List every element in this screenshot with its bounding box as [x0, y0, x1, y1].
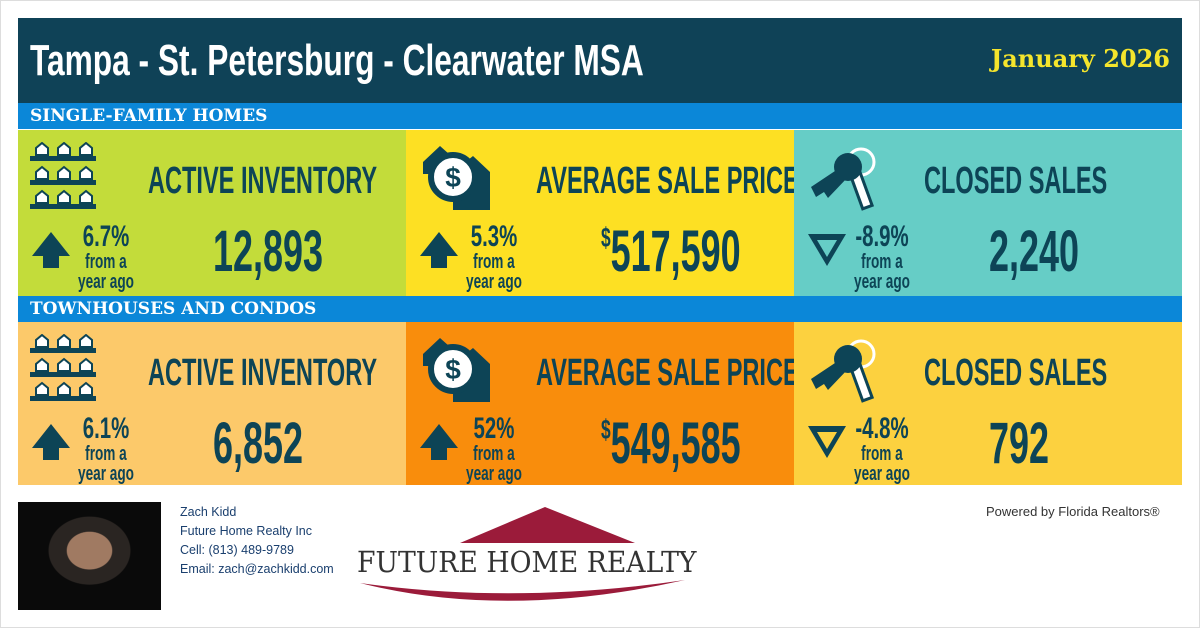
- change-percent: 6.7%: [82, 220, 130, 253]
- metric-card-active-inventory: ACTIVE INVENTORY 6.7% from a year ago 12,893: [18, 130, 406, 296]
- change-suffix: from a: [85, 443, 127, 465]
- metric-value: $517,590: [601, 218, 741, 285]
- metric-card-closed-sales: CLOSED SALES -8.9% from a year ago 2,240: [794, 130, 1182, 296]
- change-suffix: year ago: [854, 463, 910, 485]
- metric-value: 792: [989, 410, 1049, 477]
- arrow-up-icon: [418, 230, 460, 275]
- metric-value: 6,852: [213, 410, 303, 477]
- change-suffix: year ago: [854, 271, 910, 293]
- keys-icon: [806, 142, 881, 222]
- change-block: 52% from a year ago: [466, 412, 522, 485]
- arrow-up-icon: [30, 230, 72, 275]
- metric-value: 12,893: [213, 218, 323, 285]
- metric-number: 517,590: [610, 219, 741, 284]
- change-percent: -4.8%: [855, 412, 909, 445]
- metric-number: 2,240: [989, 219, 1079, 284]
- metric-number: 6,852: [213, 411, 303, 476]
- change-suffix: year ago: [466, 271, 522, 293]
- metric-number: 12,893: [213, 219, 323, 284]
- metric-number: 792: [989, 411, 1050, 476]
- section-bar-townhouses: TOWNHOUSES AND CONDOS: [18, 296, 1182, 322]
- agent-cell: Cell: (813) 489-9789: [180, 543, 294, 557]
- metric-value: $549,585: [601, 410, 741, 477]
- keys-icon: [806, 334, 881, 414]
- metric-card-average-sale-price: $ AVERAGE SALE PRICE 5.3% from a year ago $51…: [406, 130, 799, 296]
- change-suffix: year ago: [78, 463, 134, 485]
- change-block: -8.9% from a year ago: [854, 220, 910, 293]
- svg-text:$: $: [445, 354, 461, 385]
- logo-roof-icon: [360, 507, 685, 601]
- metric-label: CLOSED SALES: [924, 352, 1108, 394]
- change-block: 6.7% from a year ago: [78, 220, 134, 293]
- change-block: -4.8% from a year ago: [854, 412, 910, 485]
- agent-name: Zach Kidd: [180, 505, 237, 519]
- agent-company: Future Home Realty Inc: [180, 524, 312, 538]
- metric-label: ACTIVE INVENTORY: [148, 160, 378, 202]
- metric-value: 2,240: [989, 218, 1079, 285]
- arrow-up-icon: [30, 422, 72, 467]
- change-percent: -8.9%: [855, 220, 909, 253]
- metric-label: AVERAGE SALE PRICE: [536, 160, 799, 202]
- metric-card-active-inventory: ACTIVE INVENTORY 6.1% from a year ago 6,852: [18, 322, 406, 485]
- change-suffix: year ago: [466, 463, 522, 485]
- house-dollar-icon: $: [418, 142, 493, 217]
- metric-number: 549,585: [610, 411, 741, 476]
- metric-label: ACTIVE INVENTORY: [148, 352, 378, 394]
- metric-label: CLOSED SALES: [924, 160, 1108, 202]
- change-suffix: year ago: [78, 271, 134, 293]
- change-percent: 6.1%: [82, 412, 130, 445]
- arrow-up-icon: [418, 422, 460, 467]
- agent-photo: [18, 502, 161, 610]
- header: Tampa - St. Petersburg - Clearwater MSA …: [18, 18, 1182, 103]
- change-block: 6.1% from a year ago: [78, 412, 134, 485]
- metric-card-average-sale-price: $ AVERAGE SALE PRICE 52% from a year ago $549…: [406, 322, 799, 485]
- houses-icon: [30, 333, 100, 409]
- change-block: 5.3% from a year ago: [466, 220, 522, 293]
- report-date: January 2026: [990, 44, 1170, 73]
- arrow-down-icon: [806, 422, 848, 467]
- change-suffix: from a: [85, 251, 127, 273]
- page-title: Tampa - St. Petersburg - Clearwater MSA: [30, 36, 644, 85]
- change-suffix: from a: [861, 443, 903, 465]
- change-percent: 52%: [473, 412, 515, 445]
- agent-email[interactable]: Email: zach@zachkidd.com: [180, 562, 334, 576]
- change-suffix: from a: [473, 251, 515, 273]
- change-percent: 5.3%: [470, 220, 518, 253]
- powered-by: Powered by Florida Realtors®: [986, 504, 1160, 519]
- currency-symbol: $: [601, 222, 611, 253]
- houses-icon: [30, 141, 100, 217]
- section-bar-single-family: SINGLE-FAMILY HOMES: [18, 103, 1182, 129]
- agent-info: Zach Kidd Future Home Realty Inc Cell: (…: [180, 503, 334, 579]
- logo-text: FUTURE HOME REALTY: [357, 545, 697, 579]
- svg-text:$: $: [445, 162, 461, 193]
- currency-symbol: $: [601, 414, 611, 445]
- change-suffix: from a: [473, 443, 515, 465]
- arrow-down-icon: [806, 230, 848, 275]
- metric-card-closed-sales: CLOSED SALES -4.8% from a year ago 792: [794, 322, 1182, 485]
- metric-label: AVERAGE SALE PRICE: [536, 352, 799, 394]
- change-suffix: from a: [861, 251, 903, 273]
- house-dollar-icon: $: [418, 334, 493, 409]
- company-logo: FUTURE HOME REALTY: [355, 505, 697, 610]
